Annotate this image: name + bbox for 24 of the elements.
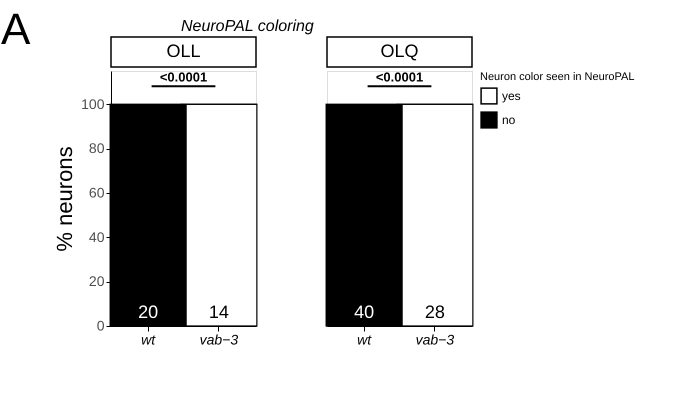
y-tick-label: 20	[88, 273, 105, 290]
annotation: 14	[208, 302, 229, 322]
legend-label: yes	[502, 89, 521, 103]
y-tick-label: 0	[96, 318, 105, 334]
y-axis-title: % neurons	[52, 146, 78, 252]
y-tick-label: 40	[88, 228, 105, 245]
chart-subtitle: NeuroPAL coloring	[181, 18, 314, 35]
annotation: 20	[138, 302, 158, 322]
annotation: <0.0001	[160, 69, 208, 84]
y-tick-label: 80	[88, 140, 105, 156]
chart-title: OLQ	[380, 41, 419, 61]
legend-label: no	[502, 113, 516, 127]
y-tick-label: 100	[81, 96, 105, 112]
text: A	[1, 5, 31, 54]
annotation: 28	[424, 302, 445, 322]
annotation: <0.0001	[376, 69, 424, 84]
x-tick-label: vab−3	[416, 332, 454, 348]
x-tick-label: wt	[357, 332, 372, 348]
x-tick-label: wt	[141, 332, 156, 348]
x-tick-label: vab−3	[200, 332, 238, 348]
chart-title: OLL	[166, 41, 201, 61]
y-tick-label: 60	[88, 184, 105, 200]
annotation: 40	[354, 302, 374, 322]
legend-title: Neuron color seen in NeuroPAL	[480, 71, 634, 83]
